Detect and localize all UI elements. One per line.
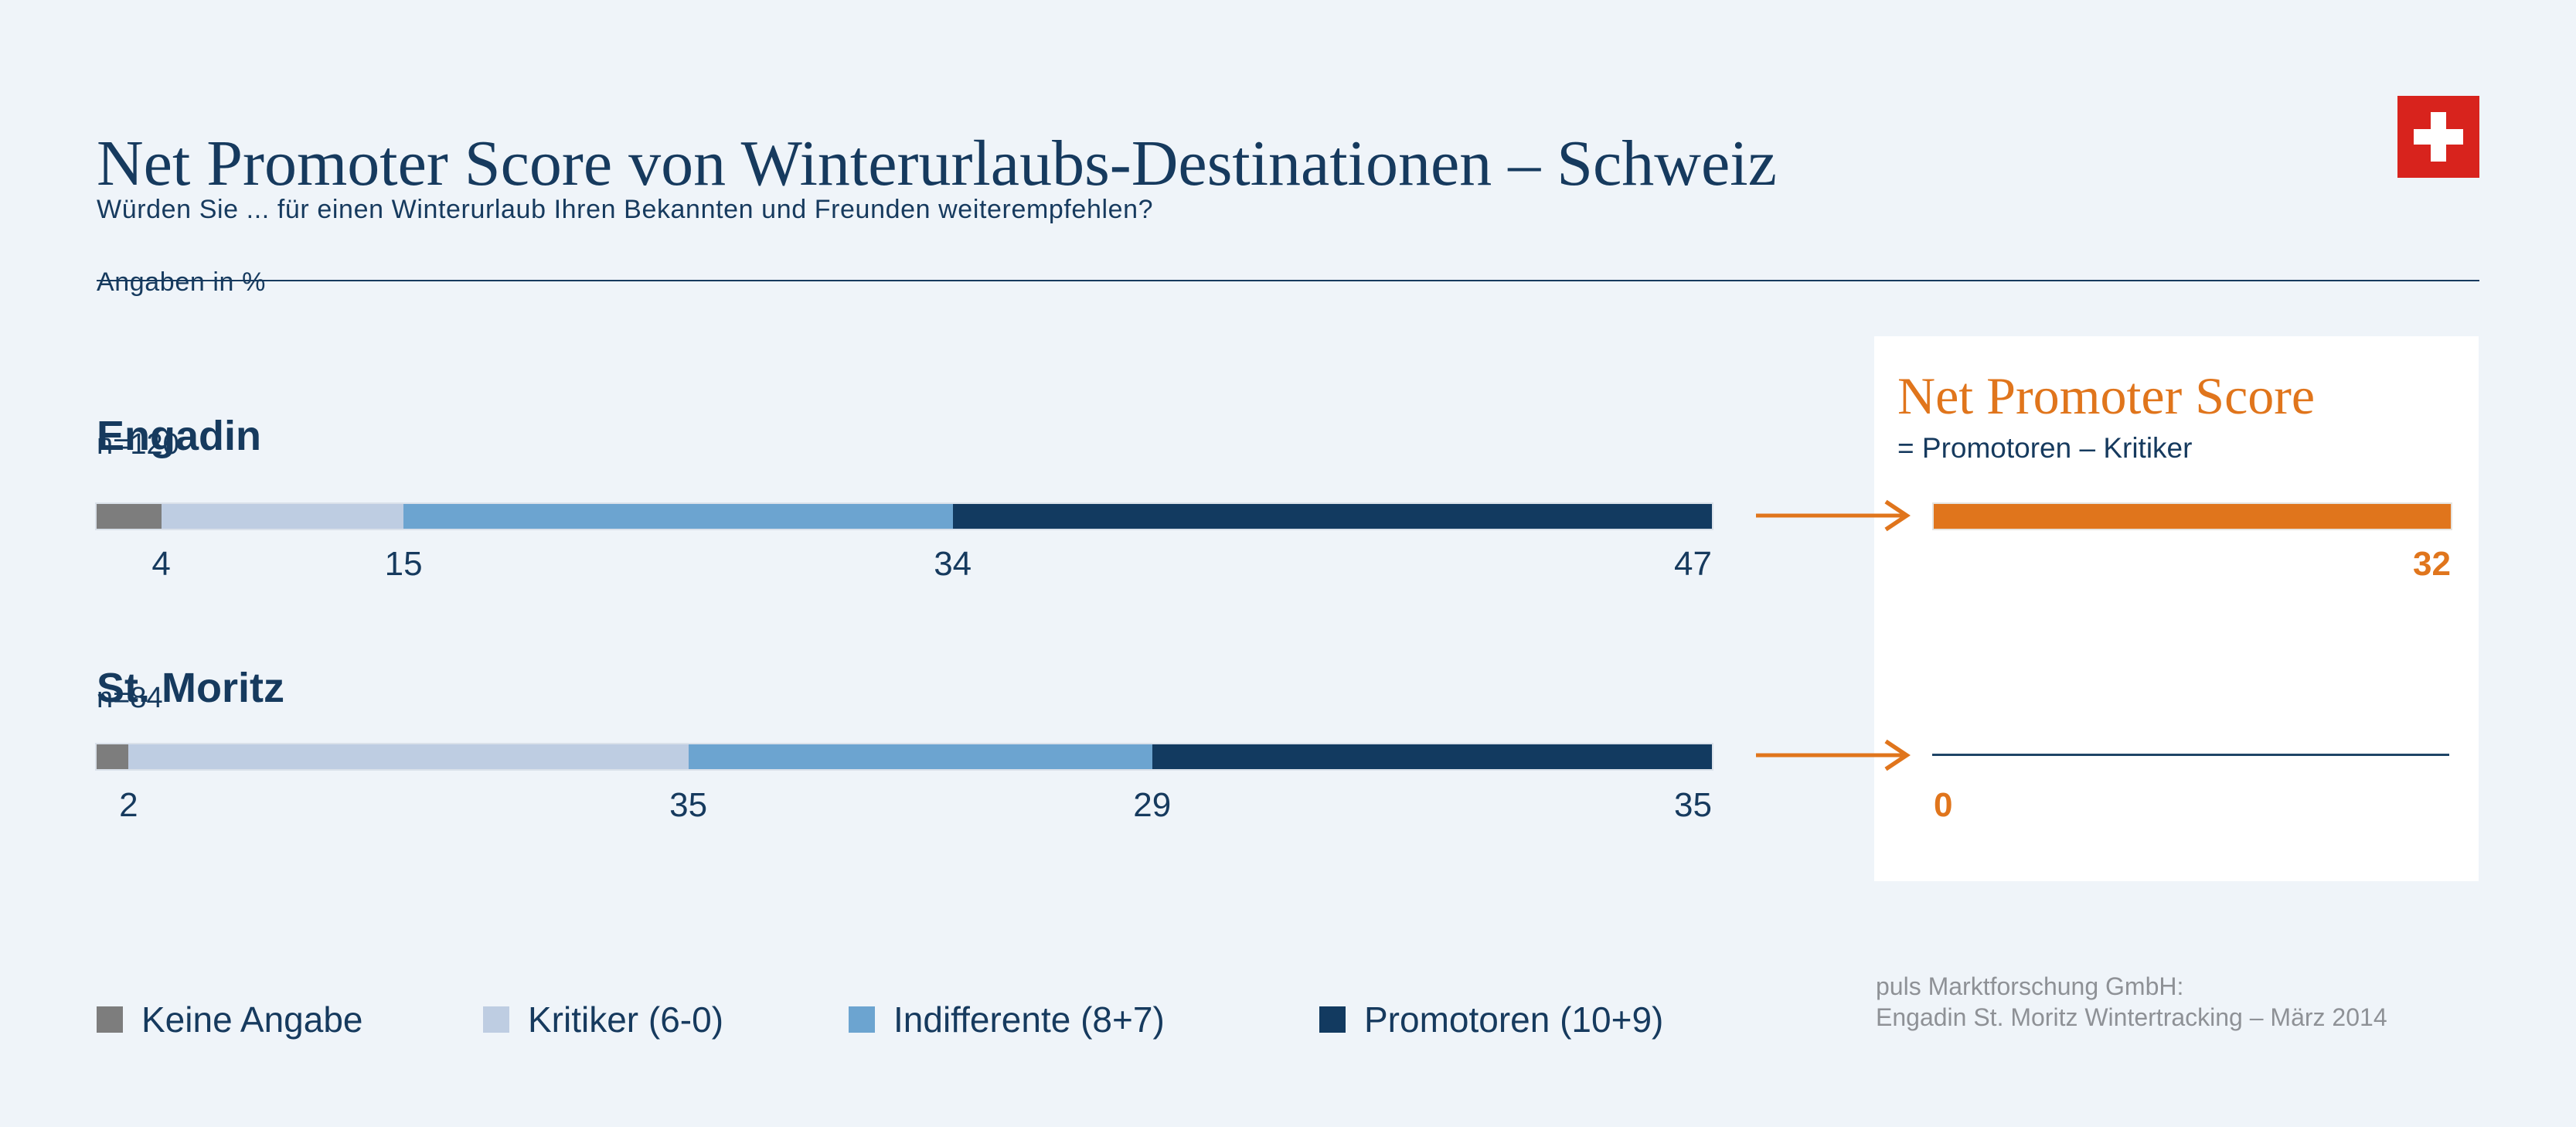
segment-value: 35 <box>669 786 708 824</box>
nps-value: 32 <box>2413 545 2451 583</box>
segment-value: 15 <box>384 545 423 583</box>
nps-zero-line <box>1932 754 2449 756</box>
legend-label: Indifferente (8+7) <box>893 999 1165 1040</box>
legend-item-keine-angabe: Keine Angabe <box>97 1001 363 1038</box>
flag-cross-horizontal <box>2414 129 2463 145</box>
survey-question-line1: Würden Sie ... für einen Winterurlaub Ih… <box>97 195 1154 224</box>
bar-segment <box>403 504 953 529</box>
bar-segment <box>128 744 689 769</box>
bar-segment <box>97 504 162 529</box>
legend-item-indifferente: Indifferente (8+7) <box>849 1001 1165 1038</box>
header-divider <box>97 280 2479 281</box>
arrow-right-icon <box>1756 499 1911 532</box>
bar-segment <box>161 504 404 529</box>
nps-bar <box>1934 504 2451 529</box>
legend-item-promotoren: Promotoren (10+9) <box>1319 1001 1663 1038</box>
survey-question: Würden Sie ... für einen Winterurlaub Ih… <box>97 192 1153 301</box>
legend-label: Promotoren (10+9) <box>1364 999 1664 1040</box>
nps-panel-title: Net Promoter Score <box>1897 366 2316 425</box>
unit-note: Angaben in % <box>97 267 266 297</box>
legend-label: Kritiker (6-0) <box>528 999 724 1040</box>
page-title: Net Promoter Score von Winterurlaubs-Des… <box>97 128 1777 200</box>
segment-value: 4 <box>151 545 171 583</box>
sample-size: n=84 <box>97 682 163 714</box>
legend-swatch <box>849 1006 875 1033</box>
arrow-right-icon <box>1756 739 1911 771</box>
bar-segment <box>952 504 1712 529</box>
bar-value-labels: 4 15 34 47 <box>97 545 1712 586</box>
segment-value: 34 <box>934 545 972 583</box>
legend-item-kritiker: Kritiker (6-0) <box>483 1001 723 1038</box>
segment-value: 2 <box>119 786 138 824</box>
bar-segment <box>97 744 129 769</box>
sample-size: n=120 <box>97 428 179 461</box>
nps-panel <box>1874 336 2479 881</box>
stacked-bar <box>97 744 1712 769</box>
destination-name: St. Moritz <box>97 664 284 711</box>
bar-segment <box>1152 744 1712 769</box>
stacked-bar <box>97 504 1712 529</box>
legend-swatch <box>1319 1006 1346 1033</box>
legend-swatch <box>97 1006 123 1033</box>
source-note: puls Marktforschung GmbH: Engadin St. Mo… <box>1876 971 2387 1033</box>
legend-label: Keine Angabe <box>141 999 363 1040</box>
bar-segment <box>688 744 1152 769</box>
nps-formula: = Promotoren – Kritiker <box>1897 432 2193 464</box>
segment-value: 29 <box>1133 786 1172 824</box>
source-line2: Engadin St. Moritz Wintertracking – März… <box>1876 1003 2387 1031</box>
destination-name: Engadin <box>97 412 261 459</box>
segment-value: 35 <box>1674 786 1712 824</box>
source-line1: puls Marktforschung GmbH: <box>1876 972 2184 1000</box>
segment-value: 47 <box>1674 545 1712 583</box>
legend-swatch <box>483 1006 509 1033</box>
swiss-flag-icon <box>2397 96 2479 178</box>
nps-value: 0 <box>1934 786 1953 824</box>
bar-value-labels: 2 35 29 35 <box>97 786 1712 827</box>
